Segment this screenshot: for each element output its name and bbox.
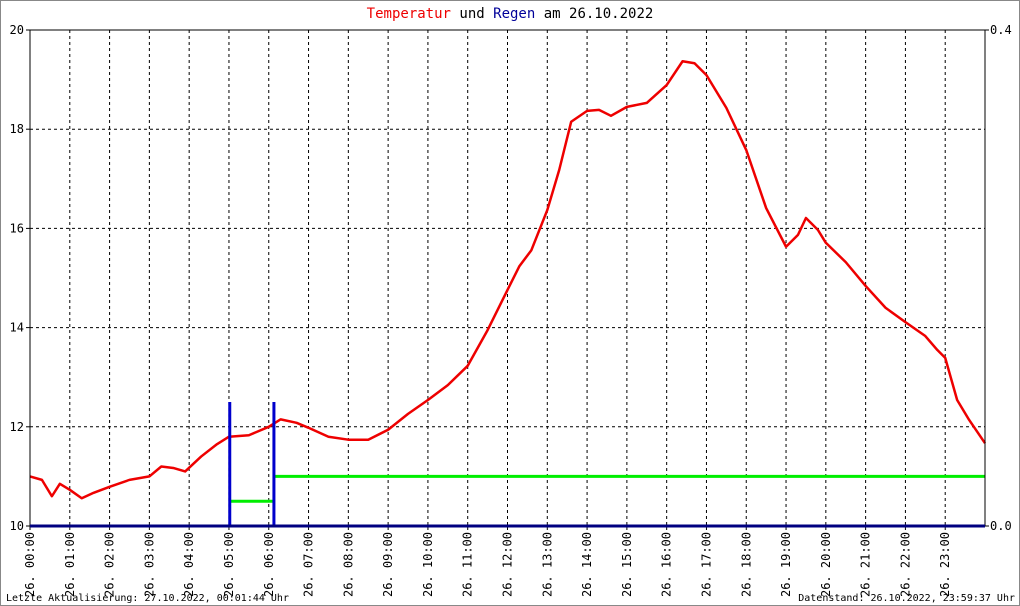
x-tick-label: 26. 16:00	[660, 532, 674, 597]
x-tick-label: 26. 19:00	[779, 532, 793, 597]
x-tick-label: 26. 01:00	[63, 532, 77, 597]
rain-bar	[228, 402, 232, 526]
x-tick-label: 26. 21:00	[859, 532, 873, 597]
x-tick-label: 26. 12:00	[501, 532, 515, 597]
x-tick-label: 26. 11:00	[461, 532, 475, 597]
x-tick-label: 26. 18:00	[739, 532, 753, 597]
footer-right: Datenstand: 26.10.2022, 23:59:37 Uhr	[798, 593, 1015, 604]
title-part: und	[459, 6, 484, 22]
y2-tick-label: 0.4	[990, 23, 1012, 37]
title-part: am 26.10.2022	[544, 6, 654, 22]
chart-title: Temperatur und Regen am 26.10.2022	[367, 6, 654, 22]
x-tick-label: 26. 03:00	[142, 532, 156, 597]
x-tick-label: 26. 00:00	[23, 532, 37, 597]
temperature-line	[29, 59, 987, 500]
y-tick-label: 14	[10, 321, 24, 335]
x-tick-label: 26. 07:00	[302, 532, 316, 597]
title-part: Regen	[493, 6, 535, 22]
x-tick-label: 26. 09:00	[381, 532, 395, 597]
x-tick-label: 26. 10:00	[421, 532, 435, 597]
y2-tick-label: 0.0	[990, 519, 1012, 533]
y-tick-label: 18	[10, 122, 24, 136]
x-tick-label: 26. 14:00	[580, 532, 594, 597]
y-tick-label: 16	[10, 221, 24, 235]
y-tick-label: 10	[10, 519, 24, 533]
x-tick-label: 26. 05:00	[222, 532, 236, 597]
y-tick-label: 20	[10, 23, 24, 37]
rain-bar	[272, 402, 276, 526]
x-tick-label: 26. 04:00	[182, 532, 196, 597]
x-tick-label: 26. 02:00	[103, 532, 117, 597]
x-tick-label: 26. 23:00	[938, 532, 952, 597]
y-tick-label: 12	[10, 420, 24, 434]
x-tick-label: 26. 06:00	[262, 532, 276, 597]
x-tick-label: 26. 13:00	[540, 532, 554, 597]
footer-left: Letzte Aktualisierung: 27.10.2022, 00:01…	[6, 593, 289, 604]
x-tick-label: 26. 17:00	[699, 532, 713, 597]
title-part: Temperatur	[367, 6, 451, 22]
x-tick-label: 26. 22:00	[898, 532, 912, 597]
x-tick-label: 26. 20:00	[819, 532, 833, 597]
x-tick-label: 26. 08:00	[341, 532, 355, 597]
x-tick-label: 26. 15:00	[620, 532, 634, 597]
